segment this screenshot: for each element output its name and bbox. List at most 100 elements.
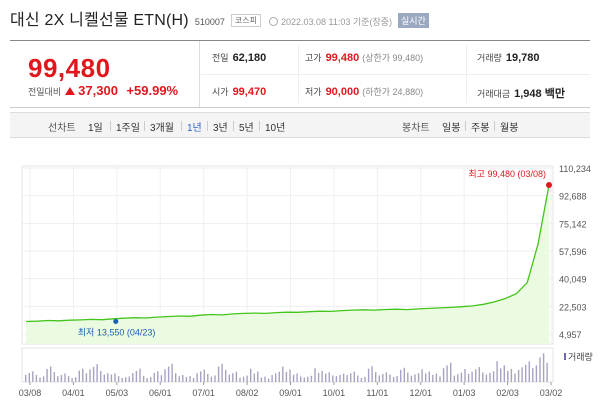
stats-bottom-divider xyxy=(10,107,590,108)
volume-bar xyxy=(25,374,27,382)
volume-bar xyxy=(228,374,230,382)
tab-5y[interactable]: 5년 xyxy=(239,123,254,134)
volume-bar xyxy=(260,377,263,382)
stat-value: 99,470 xyxy=(232,86,267,98)
x-tick-label: 10/01 xyxy=(323,388,346,398)
tab-3m[interactable]: 3개월 xyxy=(150,123,174,134)
market-badge: 코스피 xyxy=(230,14,261,27)
tab-separator xyxy=(465,121,466,131)
tab-separator xyxy=(259,121,260,131)
volume-bar xyxy=(167,366,170,382)
volume-bar xyxy=(246,375,248,382)
volume-bar xyxy=(182,374,184,382)
volume-bar xyxy=(321,370,323,382)
volume-bar xyxy=(450,362,452,382)
volume-bar xyxy=(189,376,191,382)
volume-bar xyxy=(264,376,266,382)
volume-bar xyxy=(253,373,255,382)
volume-bar xyxy=(64,373,66,382)
stats-divider xyxy=(466,45,467,103)
volume-bar xyxy=(346,375,348,382)
header: 대신 2X 니켈선물 ETN(H) 510007 코스피 2022.03.08 … xyxy=(10,6,429,32)
volume-bar xyxy=(521,367,523,382)
volume-bar xyxy=(460,372,463,382)
high-annotation: 최고 99,480 (03/08) xyxy=(468,169,546,179)
clock-icon xyxy=(268,17,278,26)
volume-bar xyxy=(107,373,109,382)
volume-bar xyxy=(75,377,77,382)
y-tick-label: 40,049 xyxy=(559,275,587,285)
volume-bar xyxy=(410,375,413,382)
volume-bar xyxy=(475,369,477,382)
realtime-badge[interactable]: 실시간 xyxy=(398,13,429,28)
volume-bar xyxy=(164,369,166,382)
tab-3y[interactable]: 3년 xyxy=(213,123,228,134)
x-tick-label: 03/08 xyxy=(19,388,42,398)
tab-daily[interactable]: 일봉 xyxy=(442,123,461,134)
volume-bar xyxy=(385,372,388,382)
price-chart[interactable]: 110,234 92,688 75,142 57,596 40,049 22,503 4,9… xyxy=(0,148,600,410)
volume-bar xyxy=(421,369,423,382)
volume-bar xyxy=(428,371,430,382)
x-tick-label: 03/02 xyxy=(540,388,563,398)
tab-monthly[interactable]: 월봉 xyxy=(500,123,519,134)
volume-bar xyxy=(467,373,470,383)
volume-bar xyxy=(89,369,91,382)
tab-weekly[interactable]: 주봉 xyxy=(471,123,490,134)
volume-bar xyxy=(160,375,163,382)
stat-label: 시가 xyxy=(212,87,229,97)
volume-bar xyxy=(289,369,291,382)
volume-bar xyxy=(157,371,159,382)
x-tick-label: 04/01 xyxy=(62,388,85,398)
volume-bar xyxy=(132,373,134,382)
tab-10y[interactable]: 10년 xyxy=(265,123,286,134)
volume-bar xyxy=(478,367,480,382)
price-line xyxy=(25,184,550,323)
volume-bar xyxy=(135,370,138,382)
volume-bar xyxy=(325,373,327,382)
stats-panel: 전일 62,180 고가 99,480 (상한가 99,480) 거래량 19,780 … xyxy=(201,41,590,107)
tab-separator xyxy=(494,121,495,131)
x-tick-label: 01/03 xyxy=(453,388,476,398)
stat-trade-amount: 거래대금 1,948 백만 xyxy=(477,85,565,101)
volume-bar xyxy=(200,371,202,382)
volume-bar xyxy=(239,377,241,382)
volume-bar xyxy=(225,369,227,382)
volume-legend-swatch xyxy=(564,353,566,360)
tab-1y[interactable]: 1년 xyxy=(187,123,202,134)
volume-bar xyxy=(525,364,527,382)
volume-bar xyxy=(442,368,445,382)
volume-frame xyxy=(21,347,554,383)
volume-bar xyxy=(375,372,377,382)
volume-bar xyxy=(28,373,30,382)
stat-label: 거래량 xyxy=(477,53,502,63)
volume-bar xyxy=(207,373,209,382)
volume-bar xyxy=(532,368,534,382)
volume-bar xyxy=(121,378,123,382)
volume-bar xyxy=(71,378,73,382)
volume-bar xyxy=(125,377,127,382)
tab-1d[interactable]: 1일 xyxy=(88,123,103,134)
chart-tabbar: 선차트 1일 1주일 3개월 1년 3년 5년 10년 봉차트 일봉 주봉 월봉 xyxy=(10,112,590,138)
volume-bar xyxy=(146,378,148,382)
stat-label: 거래대금 xyxy=(477,89,511,99)
volume-bar xyxy=(67,376,70,382)
volume-bar xyxy=(371,366,373,382)
x-tick-label: 09/01 xyxy=(279,388,302,398)
tab-1w[interactable]: 1주일 xyxy=(116,123,140,134)
y-tick-label: 92,688 xyxy=(559,192,587,202)
change-row: 전일대비 37,300 +59.99% xyxy=(28,83,178,98)
volume-bar xyxy=(96,364,98,382)
volume-bar xyxy=(485,374,488,382)
volume-bar xyxy=(342,373,345,382)
volume-bar xyxy=(303,377,305,382)
volume-bar xyxy=(217,366,220,382)
volume-bar xyxy=(103,374,105,382)
high-marker xyxy=(546,181,552,188)
volume-bar xyxy=(328,372,330,382)
volume-bar xyxy=(171,363,173,382)
low-annotation: 최저 13,550 (04/23) xyxy=(78,327,156,337)
volume-bar xyxy=(100,371,102,382)
volume-bar xyxy=(128,376,130,382)
volume-bar xyxy=(382,373,384,382)
